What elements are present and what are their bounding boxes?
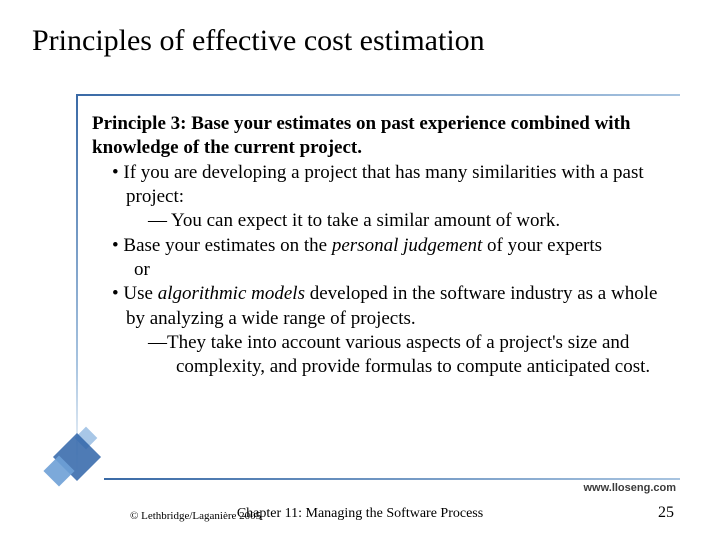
content-area: Principle 3: Base your estimates on past… [92, 112, 676, 379]
bullet-3-pre: Use [123, 283, 157, 304]
bullet-3a-text: —They take into account various aspects … [148, 332, 650, 377]
footer: © Lethbridge/Laganière 2005 Chapter 11: … [0, 502, 720, 522]
corner-decoration [48, 430, 104, 486]
website-url: www.lloseng.com [584, 482, 677, 494]
bullet-1: • If you are developing a project that h… [112, 161, 676, 210]
bullet-or: or [134, 258, 676, 282]
bullet-1a: — You can expect it to take a similar am… [148, 209, 676, 233]
bullet-1a-text: — You can expect it to take a similar am… [148, 210, 560, 231]
bullet-2-post: of your experts [482, 235, 602, 256]
chapter-label: Chapter 11: Managing the Software Proces… [0, 506, 720, 522]
slide-title: Principles of effective cost estimation [32, 24, 485, 58]
bullet-3-em: algorithmic models [158, 283, 305, 304]
bullet-2: • Base your estimates on the personal ju… [112, 234, 676, 258]
bullet-2-pre: Base your estimates on the [123, 235, 331, 256]
principle-heading: Principle 3: Base your estimates on past… [92, 112, 676, 161]
bullet-2-em: personal judgement [332, 235, 482, 256]
page-number: 25 [658, 504, 674, 522]
divider-top [76, 94, 680, 96]
divider-vertical [76, 94, 78, 480]
divider-bottom [104, 478, 680, 480]
bullet-1-text: If you are developing a project that has… [123, 162, 643, 207]
principle-number: Principle 3: [92, 113, 186, 134]
bullet-3a: —They take into account various aspects … [148, 331, 676, 380]
bullet-3: • Use algorithmic models developed in th… [112, 282, 676, 331]
